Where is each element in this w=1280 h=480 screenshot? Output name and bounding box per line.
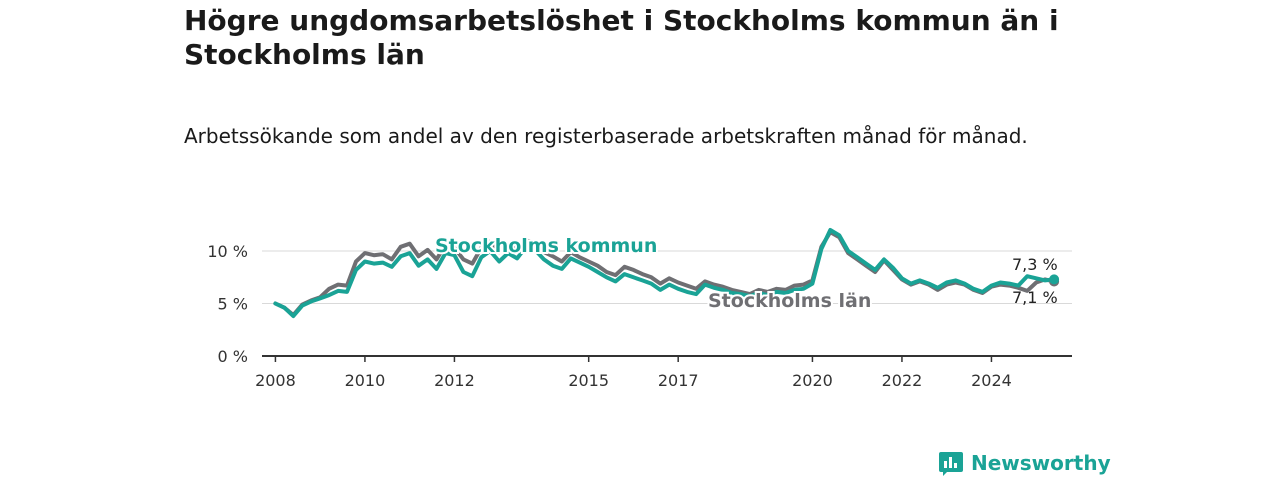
chart-subtitle: Arbetssökande som andel av den registerb…	[184, 124, 1028, 148]
x-tick-label: 2022	[882, 371, 923, 390]
series-label-stockholms-kommun: Stockholms kommun	[435, 235, 657, 257]
end-value-label-kommun: 7,3 %	[1012, 255, 1058, 274]
x-tick-label: 2020	[792, 371, 833, 390]
x-tick-label: 2012	[434, 371, 475, 390]
x-tick-label: 2010	[345, 371, 386, 390]
x-tick-label: 2017	[658, 371, 699, 390]
y-axis-tick-labels: 0 % 5 % 10 %	[207, 242, 248, 366]
chart-title: Högre ungdomsarbetslöshet i Stockholms k…	[184, 4, 1059, 71]
newsworthy-logo: Newsworthy	[938, 450, 1111, 476]
series-line-stockholms-kommun	[273, 228, 1057, 319]
x-tick-label: 2024	[971, 371, 1012, 390]
gridlines	[262, 250, 1072, 304]
x-tick-label: 2008	[255, 371, 296, 390]
x-tick-label: 2015	[568, 371, 609, 390]
end-value-label-lan: 7,1 %	[1012, 288, 1058, 307]
line-chart: 0 %5 %10 % 2008 2010 2012 2015 2017 2020 2022 2…	[207, 228, 1072, 390]
bar-chart-icon	[939, 452, 963, 476]
series-labels: Stockholms kommun Stockholms län 7,3 % 7,1 …	[433, 233, 1058, 314]
series-label-stockholms-lan: Stockholms län	[708, 290, 871, 312]
series-end-point	[1049, 274, 1060, 285]
y-tick-label: 10 %	[207, 242, 248, 261]
series-line-stockholms-lan	[273, 230, 1057, 318]
y-tick-label: 0 %	[218, 347, 248, 366]
brand-name: Newsworthy	[971, 451, 1111, 475]
x-axis: 2008 2010 2012 2015 2017 2020 2022 2024	[255, 355, 1072, 390]
y-tick-label: 5 %	[218, 295, 248, 314]
series-lines	[273, 228, 1060, 319]
